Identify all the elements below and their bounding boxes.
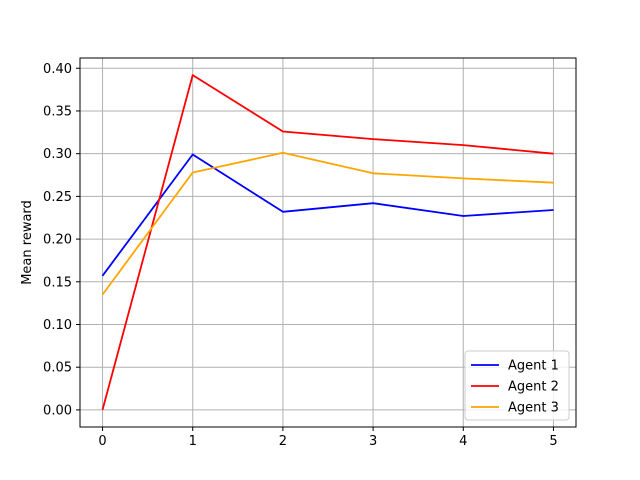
y-tick-label: 0.25 xyxy=(43,190,72,205)
y-tick-label: 0.05 xyxy=(43,361,72,376)
series-line-agent-3 xyxy=(101,151,554,296)
x-tick-label: 5 xyxy=(549,434,557,449)
legend-label: Agent 2 xyxy=(508,380,559,395)
x-tick-label: 0 xyxy=(98,434,106,449)
x-tick-label: 2 xyxy=(279,434,287,449)
x-tick-label: 4 xyxy=(459,434,467,449)
ticks: 0 1 2 3 4 5 0.00 0.05 0.10 0.15 0.20 0.25 0.30 0.35 0.… xyxy=(43,62,558,449)
legend-frame xyxy=(464,350,570,421)
series-lines xyxy=(101,74,554,411)
y-axis-label: Mean reward xyxy=(20,200,35,285)
series-line-agent-1 xyxy=(101,153,554,277)
legend: Agent 1 Agent 2 Agent 3 xyxy=(464,350,570,421)
y-tick-label: 0.20 xyxy=(43,233,72,248)
axes-frame xyxy=(79,57,577,428)
y-tick-label: 0.30 xyxy=(43,147,72,162)
legend-label: Agent 1 xyxy=(508,359,559,374)
y-tick-label: 0.35 xyxy=(43,104,72,119)
legend-label: Agent 3 xyxy=(508,401,559,416)
x-tick-label: 3 xyxy=(369,434,377,449)
x-tick-label: 1 xyxy=(189,434,197,449)
y-tick-label: 0.15 xyxy=(43,275,72,290)
series-line-agent-2 xyxy=(101,74,554,411)
y-tick-label: 0.00 xyxy=(43,403,72,418)
y-tick-label: 0.40 xyxy=(43,62,72,77)
y-tick-label: 0.10 xyxy=(43,318,72,333)
